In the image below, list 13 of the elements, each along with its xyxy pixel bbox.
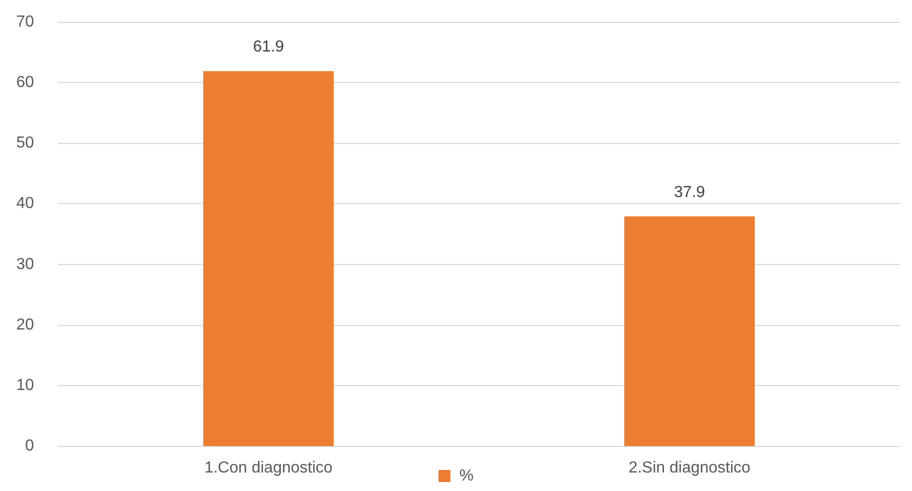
y-tick-label: 30 bbox=[16, 256, 34, 273]
y-tick-label: 50 bbox=[16, 134, 34, 152]
y-tick-label: 0 bbox=[25, 438, 34, 454]
y-tick-label: 60 bbox=[16, 74, 34, 92]
data-label: 61.9 bbox=[252, 38, 284, 56]
y-tick-label: 20 bbox=[16, 316, 34, 334]
data-label: 37.9 bbox=[674, 184, 706, 201]
x-tick-label: 2.Sin diagnostico bbox=[628, 460, 751, 476]
legend-label: % bbox=[459, 468, 474, 484]
y-tick-label: 40 bbox=[16, 195, 34, 212]
y-tick-label: 10 bbox=[16, 376, 34, 394]
x-tick-label: 1.Con diagnostico bbox=[204, 460, 333, 476]
y-tick-label: 70 bbox=[16, 14, 34, 30]
